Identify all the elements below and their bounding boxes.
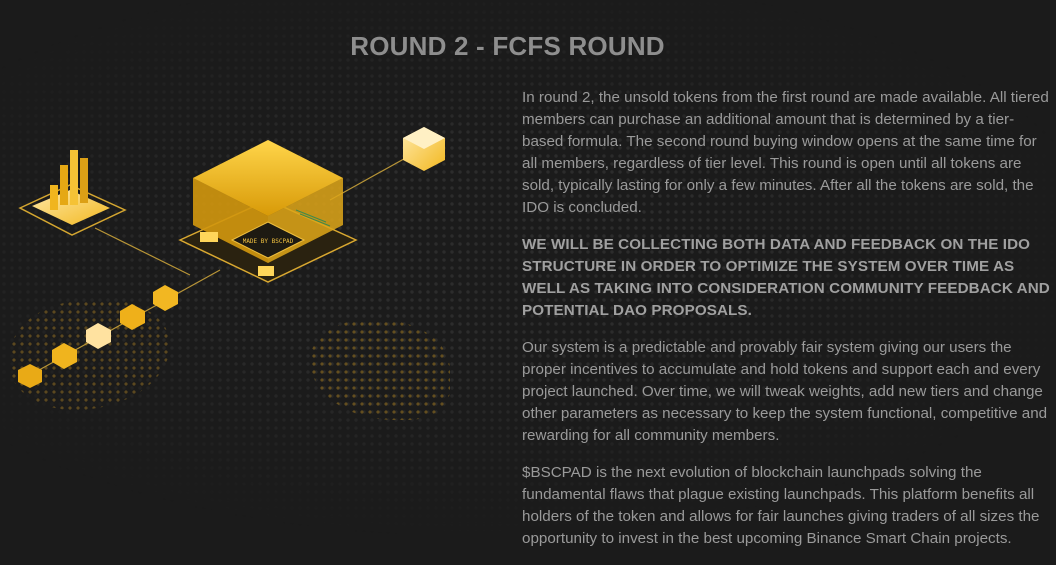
page-title: ROUND 2 - FCFS ROUND	[350, 31, 665, 61]
paragraph-round-2: In round 2, the unsold tokens from the f…	[522, 89, 1049, 216]
section-content: In round 2, the unsold tokens from the f…	[522, 87, 1052, 565]
bar-chart-platform-icon	[18, 150, 127, 236]
paragraph-bscpad-intro: $BSCPAD is the next evolution of blockch…	[522, 464, 1040, 547]
token-cube-icon	[403, 127, 445, 171]
chain-cubes	[18, 285, 178, 388]
blockchain-chip-icon: MADE BY BSCPAD	[178, 140, 358, 283]
paragraph-feedback-notice: WE WILL BE COLLECTING BOTH DATA AND FEED…	[522, 236, 1050, 319]
svg-text:MADE BY BSCPAD: MADE BY BSCPAD	[243, 238, 294, 245]
blockchain-illustration: MADE BY BSCPAD	[18, 127, 445, 388]
paragraph-system-fairness: Our system is a predictable and provably…	[522, 339, 1048, 444]
